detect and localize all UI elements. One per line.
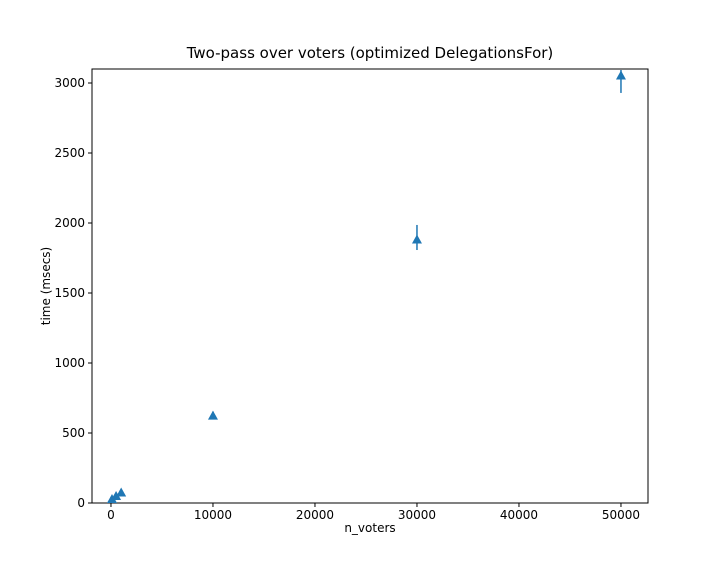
y-axis-label: time (msecs) [39,246,53,326]
x-tick-label: 30000 [398,508,436,522]
data-point-marker [615,70,626,80]
chart-title: Two-pass over voters (optimized Delegati… [186,44,554,62]
x-tick-label: 0 [107,508,115,522]
y-tick-label: 500 [62,426,85,440]
x-tick-label: 50000 [602,508,640,522]
x-tick-label: 10000 [194,508,232,522]
data-point-marker [111,490,122,500]
axes-frame [91,68,649,504]
data-point-marker [207,410,218,420]
data-point-marker [116,487,127,497]
y-tick-label: 2000 [54,216,85,230]
y-tick-label: 0 [77,496,85,510]
x-tick-label: 20000 [296,508,334,522]
y-tick-label: 1500 [54,286,85,300]
x-axis-label: n_voters [344,521,396,535]
data-point-marker [411,234,422,244]
x-tick-label: 40000 [500,508,538,522]
y-tick-label: 3000 [54,76,85,90]
y-tick-label: 2500 [54,146,85,160]
y-tick-label: 1000 [54,356,85,370]
